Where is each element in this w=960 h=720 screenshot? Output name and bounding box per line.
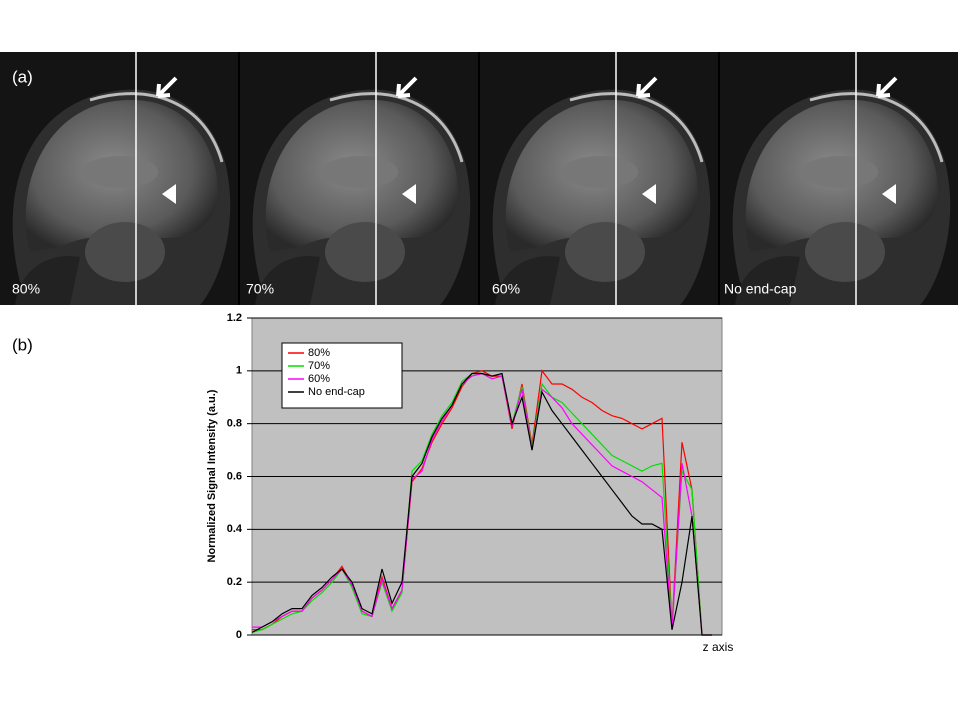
y-tick-label: 0.4 — [227, 523, 243, 535]
image-label: 80% — [12, 281, 40, 297]
mri-image — [0, 50, 240, 307]
legend-label: No end-cap — [308, 386, 365, 398]
y-tick-label: 0 — [236, 629, 242, 641]
y-tick-label: 0.6 — [227, 470, 242, 482]
legend-box — [281, 342, 403, 409]
legend-label: 80% — [308, 347, 330, 359]
mri-image — [718, 50, 960, 307]
panel-label: (b) — [12, 335, 33, 354]
mri-image — [238, 50, 480, 307]
y-tick-label: 1.2 — [227, 312, 242, 324]
y-tick-label: 0.8 — [227, 418, 242, 430]
y-axis-label: Normalized Signal Intensity (a.u.) — [206, 389, 218, 562]
mri-image — [478, 50, 720, 307]
legend: 80%70%60%No end-cap — [281, 342, 403, 409]
plot: 0 0.2 0.4 0.6 0.8 1 1.2 80%70%60%No end-cap — [227, 312, 722, 641]
panel-label: (a) — [12, 67, 33, 86]
x-axis-label: z axis — [703, 640, 734, 654]
y-tick-label: 1 — [236, 365, 242, 377]
image-label: 60% — [492, 281, 520, 297]
legend-label: 70% — [308, 360, 330, 372]
image-label: 70% — [246, 281, 274, 297]
series-line — [251, 372, 712, 636]
y-tick-label: 0.2 — [227, 576, 242, 588]
image-label: No end-cap — [724, 281, 797, 297]
legend-label: 60% — [308, 373, 330, 385]
